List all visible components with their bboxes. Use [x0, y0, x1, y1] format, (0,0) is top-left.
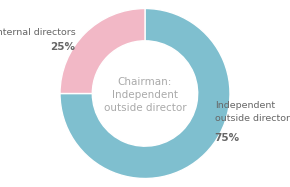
Text: 25%: 25%	[50, 42, 75, 52]
Wedge shape	[60, 8, 230, 179]
Text: Chairman:: Chairman:	[118, 77, 172, 88]
Text: 75%: 75%	[215, 133, 240, 143]
Text: Internal directors: Internal directors	[0, 28, 75, 37]
Text: Independent
outside directors: Independent outside directors	[215, 102, 290, 123]
Text: outside director: outside director	[104, 103, 186, 113]
Text: Independent: Independent	[112, 90, 178, 100]
Wedge shape	[60, 8, 145, 94]
